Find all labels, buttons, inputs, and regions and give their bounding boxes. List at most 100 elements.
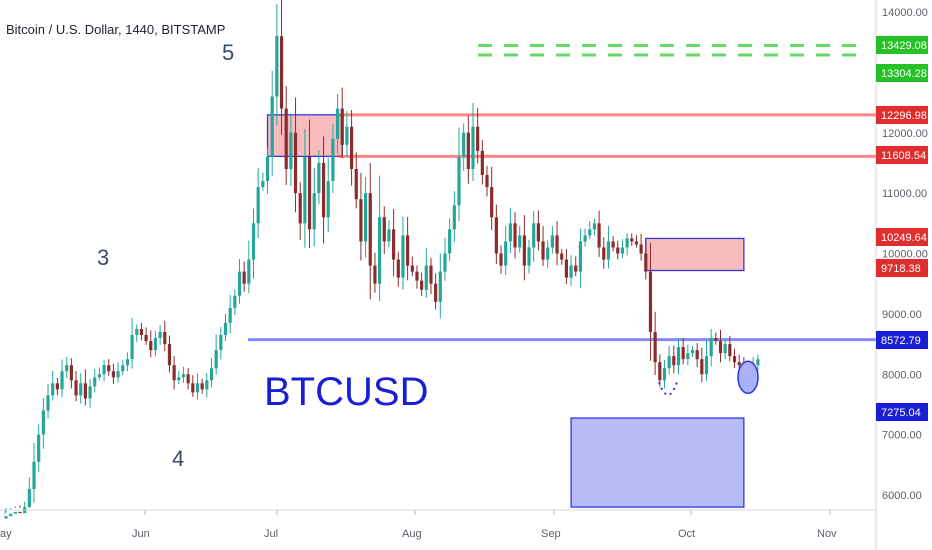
resistance-zone-right — [645, 237, 745, 272]
candle-body — [144, 335, 148, 342]
candle-body — [32, 461, 36, 489]
candle-body — [121, 365, 125, 372]
candle-body — [518, 235, 522, 248]
x-tick-label: Jun — [132, 528, 150, 540]
candle-body — [578, 241, 583, 272]
candle-body — [373, 265, 377, 284]
candle-body — [270, 96, 274, 157]
price-badge — [876, 146, 928, 164]
candle-body — [46, 395, 50, 411]
candle-body — [644, 253, 648, 272]
price-badge — [876, 259, 928, 277]
candle-body — [462, 132, 466, 157]
price-badge — [876, 331, 928, 349]
price-badges: 13429.08 13304.28 12296.98 11608.54 10249.64… — [876, 36, 928, 421]
candle-body — [4, 516, 8, 519]
candle-body — [321, 162, 326, 218]
candle-body — [256, 187, 260, 224]
candle-body — [195, 383, 200, 393]
candle-body — [186, 374, 190, 384]
candle-body — [303, 156, 307, 224]
candle-body — [55, 383, 59, 390]
candle-body — [728, 344, 732, 357]
candle-body — [452, 205, 456, 230]
candle-body — [434, 283, 438, 302]
wave-label-4: 4 — [172, 446, 184, 471]
candle-body — [181, 374, 186, 378]
candle-body — [690, 350, 695, 354]
candle-body — [172, 365, 176, 381]
candle-body — [83, 383, 87, 399]
price-badge-label: 7275.04 — [881, 407, 921, 419]
zones-layer — [266, 114, 745, 508]
candle-body — [326, 181, 330, 218]
candle-body — [41, 410, 45, 435]
candle-body — [242, 271, 246, 284]
candle-body — [139, 328, 144, 336]
candle-body — [205, 380, 209, 390]
y-tick-label: 14000.00 — [882, 7, 928, 19]
candle-body — [695, 350, 699, 360]
candle-body — [583, 235, 587, 242]
y-tick-label: 11000.00 — [882, 188, 927, 200]
candle-body — [625, 238, 629, 248]
candle-body — [536, 223, 540, 242]
candle-body — [345, 126, 349, 145]
x-tick-label: Sep — [541, 528, 561, 540]
candle-body — [494, 217, 498, 254]
candle-body — [307, 156, 312, 230]
candle-body — [620, 247, 625, 254]
candle-body — [223, 322, 228, 336]
candle-body — [125, 359, 130, 366]
wave-label-5: 5 — [222, 40, 234, 65]
candle-body — [485, 175, 489, 188]
candle-body — [378, 217, 382, 284]
candle-body — [522, 235, 526, 266]
candle-body — [676, 347, 681, 366]
candle-body — [662, 368, 667, 381]
projection-ellipse — [737, 360, 759, 395]
candle-body — [709, 338, 713, 357]
candle-body — [392, 229, 396, 260]
candle-body — [480, 150, 484, 176]
candle-body — [275, 36, 279, 97]
candle-body — [359, 199, 363, 242]
support-zone-lower — [570, 417, 745, 508]
chart-title: Bitcoin / U.S. Dollar, 1440, BITSTAMP — [6, 22, 225, 37]
candle-body — [616, 247, 620, 254]
candle-body — [569, 265, 573, 278]
candle-body — [648, 271, 653, 332]
candle-body — [396, 259, 400, 278]
candle-body — [564, 259, 568, 278]
candle-body — [158, 331, 162, 339]
candle-body — [51, 383, 55, 396]
y-tick-label: 8000.00 — [882, 369, 922, 381]
candle-body — [700, 359, 704, 375]
candle-body — [438, 271, 442, 302]
candle-body — [541, 241, 545, 260]
candle-body — [149, 341, 153, 351]
candle-body — [60, 371, 64, 390]
candle-body — [532, 223, 536, 248]
time-axis[interactable]: ay Jun Jul Aug Sep Oct Nov — [0, 510, 837, 540]
x-tick-label: Oct — [678, 528, 695, 540]
candle-body — [630, 238, 634, 242]
candle-body — [9, 513, 13, 517]
y-tick-label: 6000.00 — [882, 490, 922, 502]
candle-body — [349, 126, 354, 169]
candle-body — [415, 271, 419, 281]
candle-body — [466, 132, 470, 169]
candle-body — [37, 434, 41, 462]
candle-body — [279, 36, 284, 109]
candle-body — [107, 365, 111, 372]
candle-body — [406, 235, 410, 266]
price-badge — [876, 403, 928, 421]
candle-body — [527, 247, 531, 266]
candle-body — [237, 271, 242, 296]
candle-body — [261, 181, 265, 188]
candle-body — [634, 241, 639, 245]
price-badge — [876, 106, 928, 124]
x-tick-label: ay — [0, 528, 12, 540]
candle-body — [429, 265, 433, 284]
